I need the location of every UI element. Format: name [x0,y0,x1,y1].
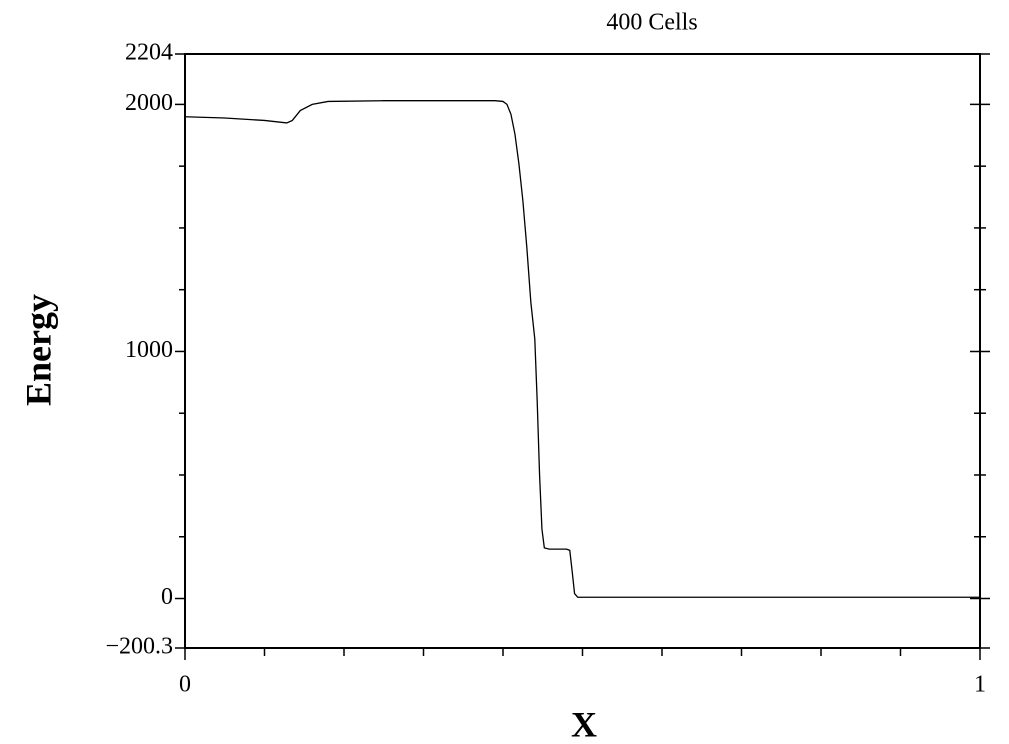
data-line [184,100,980,598]
y-tick-label: 2000 [125,90,173,116]
y-tick-label: 1000 [125,337,173,363]
plot-frame [184,53,981,649]
chart-title: 400 Cells [606,10,697,36]
x-tick-label: 0 [179,672,191,698]
y-axis-label: Energy [18,294,58,406]
x-axis-label: X [571,704,597,744]
x-tick-label: 1 [974,672,986,698]
y-tick-label: 0 [161,584,173,610]
y-tick-label: −200.3 [105,634,173,660]
y-tick-label: 2204 [125,40,173,66]
